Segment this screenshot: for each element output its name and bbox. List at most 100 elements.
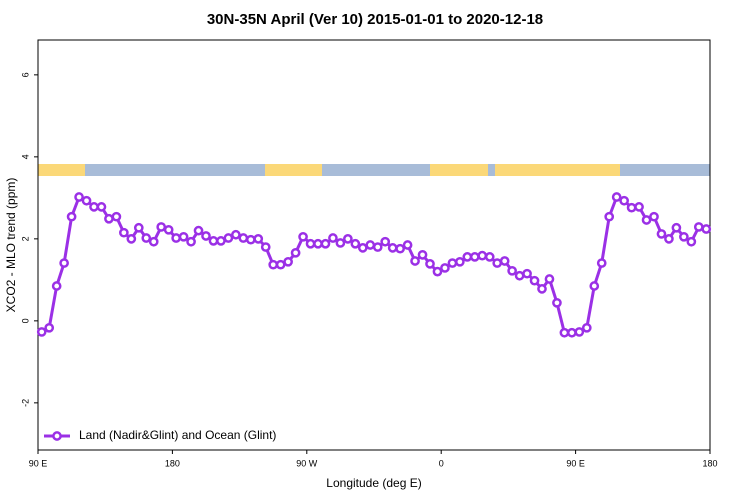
data-point: [305, 238, 316, 249]
y-axis-label: XCO2 - MLO trend (ppm): [4, 178, 18, 313]
data-point: [462, 252, 473, 262]
data-point: [507, 265, 517, 276]
data-point: [216, 236, 226, 246]
plot-frame: [37, 39, 711, 451]
data-point: [104, 213, 114, 224]
y-tick-label: 2: [20, 236, 30, 241]
data-point: [425, 259, 435, 269]
data-point: [589, 281, 600, 291]
data-point: [171, 233, 181, 243]
data-point: [581, 322, 592, 333]
y-tick-label: -2: [20, 399, 30, 407]
data-point: [656, 229, 667, 239]
data-point: [417, 249, 428, 260]
data-point: [141, 233, 152, 243]
x-axis-label: Longitude (deg E): [326, 476, 421, 490]
data-point: [96, 202, 107, 212]
data-point: [664, 234, 674, 244]
data-point: [238, 233, 249, 243]
data-point: [320, 238, 331, 249]
data-point: [701, 224, 712, 234]
data-point: [455, 256, 465, 267]
data-point: [499, 256, 510, 266]
data-point: [186, 236, 196, 247]
data-point: [529, 275, 540, 286]
data-point: [567, 327, 577, 338]
chart-title: 30N-35N April (Ver 10) 2015-01-01 to 202…: [207, 11, 543, 28]
data-point: [492, 258, 503, 268]
data-point: [686, 236, 697, 247]
data-point: [328, 233, 338, 243]
y-tick-label: 4: [20, 154, 30, 159]
data-point: [44, 322, 55, 333]
data-point: [201, 231, 211, 241]
data-point: [641, 215, 652, 225]
data-point: [223, 233, 234, 243]
data-point: [51, 281, 62, 291]
data-point: [604, 211, 615, 222]
data-point: [313, 238, 323, 249]
data-point: [544, 274, 555, 284]
data-point: [148, 236, 159, 247]
data-point: [537, 284, 547, 294]
data-point: [74, 192, 84, 202]
data-point: [693, 222, 704, 232]
data-point: [89, 202, 99, 212]
legend-marker: [52, 431, 62, 441]
data-point: [402, 240, 413, 250]
y-tick-label: 0: [20, 318, 30, 323]
data-point: [81, 195, 92, 206]
data-point: [596, 258, 607, 268]
data-point: [231, 229, 241, 240]
legend-label: Land (Nadir&Glint) and Ocean (Glint): [79, 428, 276, 442]
data-point: [335, 238, 346, 248]
x-tick-label: 180: [702, 458, 717, 468]
data-point: [679, 231, 689, 242]
data-point: [290, 247, 301, 258]
data-point: [574, 327, 585, 337]
x-tick-label: 90 W: [296, 458, 318, 468]
data-point: [245, 234, 256, 245]
data-point: [350, 238, 361, 249]
data-point: [440, 263, 450, 273]
data-point: [626, 202, 637, 213]
data-point: [163, 224, 174, 235]
data-point: [611, 192, 622, 202]
data-point: [619, 195, 629, 206]
data-point: [268, 259, 279, 270]
data-point: [477, 250, 488, 261]
data-point: [178, 231, 189, 242]
x-tick-label: 0: [439, 458, 444, 468]
x-tick-label: 90 E: [29, 458, 48, 468]
data-point: [343, 234, 353, 244]
data-point: [395, 243, 405, 254]
data-point: [514, 270, 525, 281]
data-point: [260, 242, 271, 252]
data-point: [410, 256, 420, 266]
land-ocean-strip: [38, 164, 710, 176]
data-point: [126, 234, 137, 244]
data-point: [469, 252, 480, 262]
data-point: [283, 256, 293, 267]
data-point: [559, 327, 570, 338]
data-point: [298, 231, 308, 242]
data-point: [357, 243, 368, 253]
data-point: [119, 227, 129, 238]
data-point: [66, 211, 77, 222]
data-point: [447, 258, 458, 268]
data-point: [111, 211, 122, 222]
data-point: [484, 252, 495, 262]
data-point: [365, 240, 376, 250]
data-point: [156, 222, 167, 232]
data-point: [36, 327, 47, 337]
data-point: [59, 258, 69, 268]
data-point: [208, 236, 219, 246]
data-point: [522, 268, 532, 279]
data-point: [634, 202, 644, 212]
data-point: [193, 225, 204, 236]
data-point: [649, 211, 659, 222]
data-point: [671, 222, 682, 233]
data-point: [253, 234, 264, 244]
x-tick-label: 90 E: [566, 458, 585, 468]
